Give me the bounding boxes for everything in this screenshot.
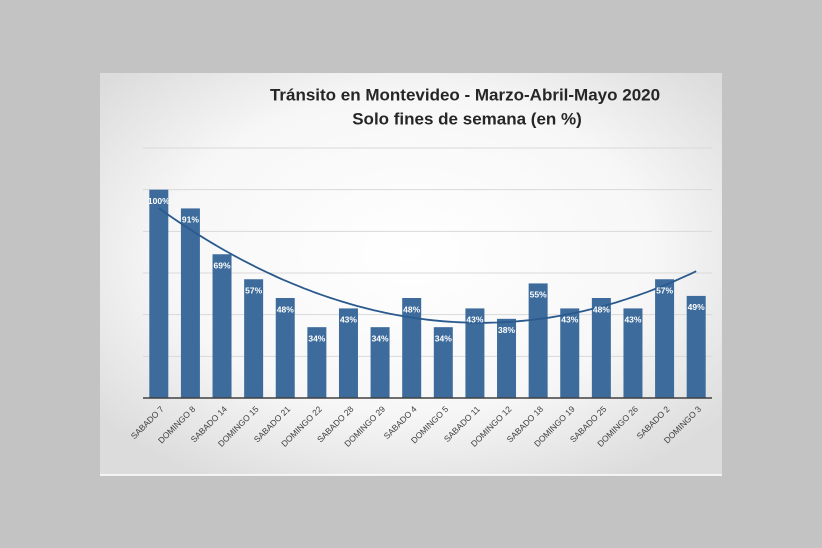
bar — [275, 298, 295, 398]
data-label: 91% — [182, 215, 199, 225]
bar — [528, 283, 548, 398]
data-label: 100% — [148, 196, 170, 206]
bar — [591, 298, 611, 398]
bar — [686, 295, 706, 398]
bar — [623, 308, 643, 398]
data-label: 55% — [530, 290, 547, 300]
data-label: 57% — [656, 286, 673, 296]
bar — [370, 327, 390, 398]
bar — [307, 327, 327, 398]
data-label: 34% — [308, 333, 325, 343]
bar — [402, 298, 422, 398]
data-label: 43% — [624, 315, 641, 325]
bar — [465, 308, 485, 398]
bar — [244, 279, 264, 398]
chart-title: Tránsito en Montevideo - Marzo-Abril-May… — [270, 85, 660, 104]
data-label: 43% — [340, 315, 357, 325]
chart-panel — [100, 73, 722, 475]
bar — [149, 189, 169, 398]
data-label: 38% — [498, 325, 515, 335]
bar — [180, 208, 200, 398]
data-label: 48% — [593, 304, 610, 314]
bar — [212, 254, 232, 398]
data-label: 48% — [277, 304, 294, 314]
bar — [560, 308, 580, 398]
trendline — [158, 207, 697, 324]
bar — [655, 279, 675, 398]
chart-subtitle: Solo fines de semana (en %) — [352, 109, 582, 128]
data-label: 69% — [214, 261, 231, 271]
data-label: 34% — [372, 333, 389, 343]
data-label: 43% — [561, 315, 578, 325]
data-label: 43% — [466, 315, 483, 325]
bar — [433, 327, 453, 398]
bar — [338, 308, 358, 398]
bar — [497, 318, 517, 398]
data-label: 49% — [688, 302, 705, 312]
data-label: 34% — [435, 333, 452, 343]
data-label: 57% — [245, 286, 262, 296]
data-label: 48% — [403, 304, 420, 314]
